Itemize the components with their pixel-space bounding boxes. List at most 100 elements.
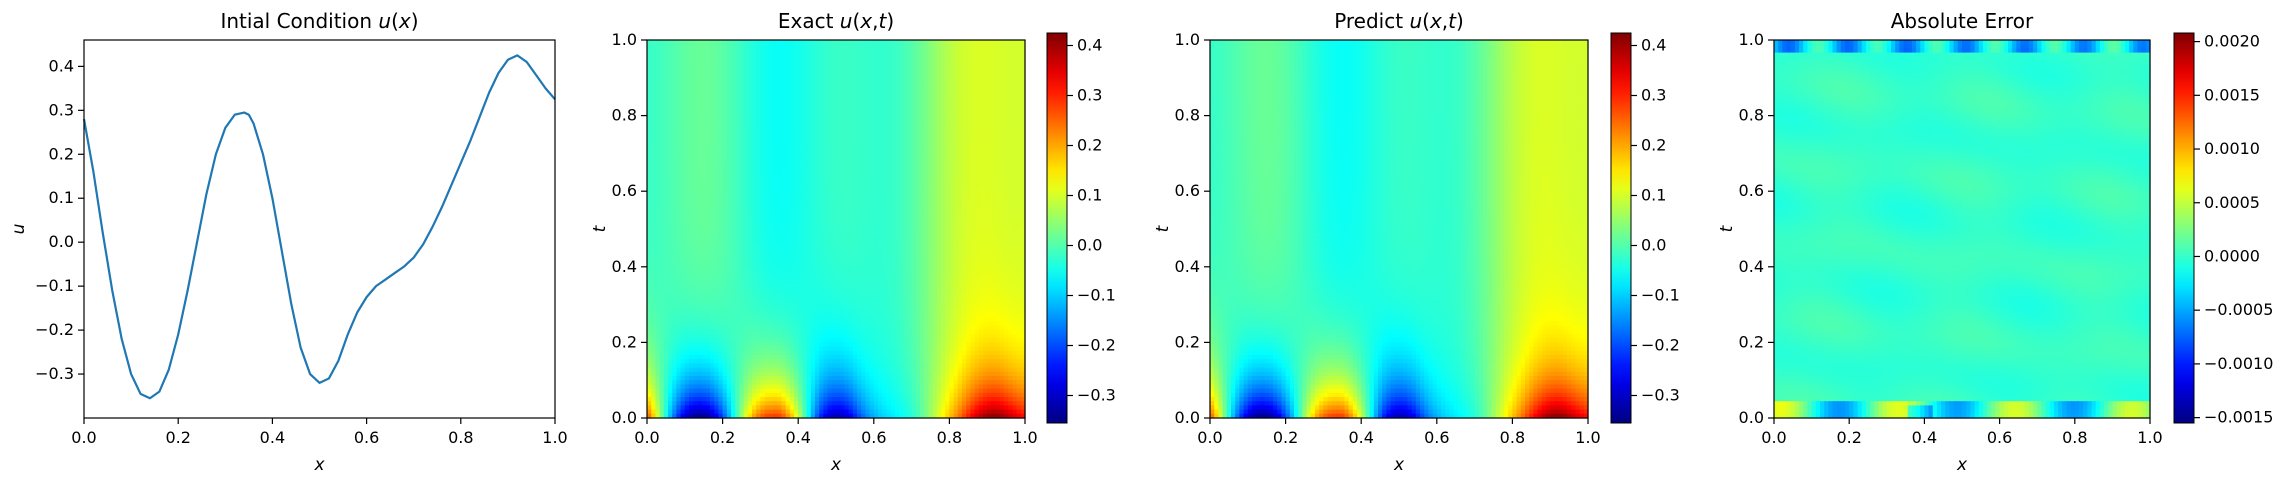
heatmap-cell [735,200,740,205]
heatmap-cell [937,233,942,238]
heatmap-cell [668,174,673,179]
heatmap-cell [718,107,723,112]
heatmap-cell [962,200,967,205]
heatmap-cell [958,233,963,238]
heatmap-cell [1008,204,1013,209]
heatmap-cell [777,137,782,142]
heatmap-cell [849,99,854,104]
heatmap-cell [928,212,933,217]
heatmap-cell [807,120,812,125]
heatmap-cell [744,153,749,158]
heatmap-cell [996,242,1001,247]
heatmap-cell [966,141,971,146]
heatmap-cell [991,132,996,137]
heatmap-cell [916,153,921,158]
heatmap-cell [861,254,866,259]
heatmap-cell [689,40,694,45]
heatmap-cell [954,103,959,108]
heatmap-cell [874,208,879,213]
heatmap-cell [882,53,887,58]
heatmap-cell [815,250,820,255]
heatmap-cell [903,170,908,175]
heatmap-cell [907,53,912,58]
heatmap-cell [1000,162,1005,167]
heatmap-cell [731,267,736,272]
heatmap-cell [689,132,694,137]
heatmap-cell [668,141,673,146]
heatmap-cell [886,145,891,150]
heatmap-cell [933,57,938,62]
heatmap-cell [685,208,690,213]
heatmap-cell [815,242,820,247]
heatmap-cell [882,120,887,125]
heatmap-cell [865,200,870,205]
heatmap-cell [807,53,812,58]
heatmap-cell [794,225,799,230]
heatmap-cell [886,99,891,104]
heatmap-cell [907,40,912,45]
heatmap-cell [681,191,686,196]
heatmap-cell [861,90,866,95]
heatmap-cell [979,221,984,226]
heatmap-cell [781,153,786,158]
heatmap-cell [1017,183,1022,188]
heatmap-cell [983,195,988,200]
heatmap-cell [811,137,816,142]
heatmap-cell [697,191,702,196]
heatmap-cell [668,128,673,133]
heatmap-cell [811,107,816,112]
heatmap-cell [802,183,807,188]
heatmap-cell [655,200,660,205]
heatmap-cell [697,216,702,221]
heatmap-cell [685,128,690,133]
heatmap-cell [912,65,917,70]
heatmap-cell [920,170,925,175]
heatmap-cell [794,242,799,247]
heatmap-cell [773,69,778,74]
heatmap-cell [975,128,980,133]
heatmap-cell [651,233,656,238]
heatmap-cell [689,158,694,163]
heatmap-cell [786,145,791,150]
heatmap-cell [899,179,904,184]
heatmap-cell [840,258,845,263]
heatmap-cell [987,124,992,129]
heatmap-cell [765,250,770,255]
heatmap-cell [920,229,925,234]
heatmap-cell [865,183,870,188]
heatmap-cell [681,90,686,95]
heatmap-cell [996,137,1001,142]
heatmap-cell [786,237,791,242]
heatmap-cell [958,116,963,121]
heatmap-cell [949,141,954,146]
heatmap-cell [857,166,862,171]
heatmap-cell [672,179,677,184]
heatmap-cell [949,48,954,53]
heatmap-cell [958,69,963,74]
heatmap-cell [693,221,698,226]
heatmap-cell [924,40,929,45]
heatmap-cell [975,69,980,74]
heatmap-cell [660,61,665,66]
heatmap-cell [857,103,862,108]
heatmap-cell [807,74,812,79]
heatmap-cell [760,200,765,205]
heatmap-cell [903,74,908,79]
heatmap-cell [786,132,791,137]
heatmap-cell [975,221,980,226]
heatmap-cell [920,153,925,158]
heatmap-cell [739,195,744,200]
heatmap-cell [987,69,992,74]
heatmap-cell [647,187,652,192]
heatmap-cell [748,145,753,150]
heatmap-cell [676,90,681,95]
heatmap-cell [685,183,690,188]
heatmap-cell [874,61,879,66]
heatmap-cell [949,120,954,125]
heatmap-cell [907,120,912,125]
heatmap-cell [857,170,862,175]
heatmap-cell [655,267,660,272]
heatmap-cell [786,40,791,45]
heatmap-cell [685,153,690,158]
heatmap-cell [790,216,795,221]
